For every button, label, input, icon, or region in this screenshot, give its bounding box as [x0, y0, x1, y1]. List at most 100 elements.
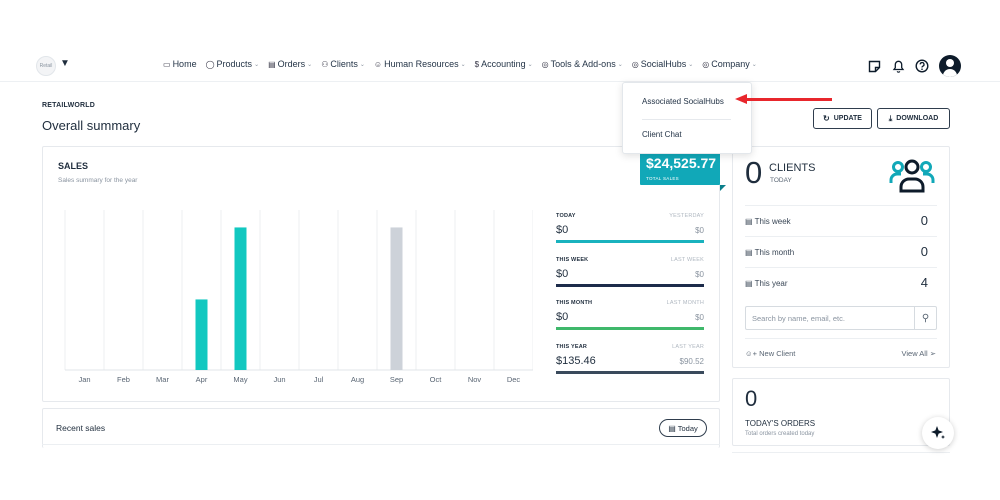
- today-label: Today: [677, 423, 698, 433]
- nav-item-products[interactable]: ◯ Products ⌄: [206, 59, 260, 69]
- logo-text: Retail: [39, 63, 53, 69]
- add-user-icon: ☺+: [745, 349, 760, 358]
- x-tick-label: Oct: [430, 375, 443, 384]
- calendar-icon: ▤: [745, 217, 755, 226]
- x-tick-label: Mar: [156, 375, 169, 384]
- row-label: This week: [754, 217, 791, 226]
- divider: [745, 338, 937, 339]
- menu-item-associated-socialhubs[interactable]: Associated SocialHubs: [642, 97, 724, 106]
- stat-bar: [556, 371, 704, 374]
- client-search-input[interactable]: [746, 307, 916, 329]
- nav-item-orders[interactable]: ▤ Orders ⌄: [268, 59, 312, 69]
- users-icon: ⚇: [321, 59, 329, 69]
- sales-title: SALES: [58, 161, 89, 171]
- clients-card: 0 CLIENTS TODAY ▤ This week 0 ▤ This mont…: [732, 146, 950, 368]
- new-client-label: New Client: [759, 349, 796, 358]
- clients-count: 0: [745, 155, 763, 190]
- badge-fold: [720, 185, 726, 191]
- bar-apr[interactable]: [195, 299, 208, 370]
- recent-sales-title: Recent sales: [56, 423, 106, 433]
- annotation-arrow-head: [735, 94, 747, 104]
- nav-item-label: Company: [711, 59, 750, 69]
- chevron-down-icon: ⌄: [617, 61, 623, 68]
- nav-item-tools[interactable]: ◎ Tools & Add-ons ⌄: [542, 59, 623, 69]
- tools-icon: ◎: [541, 59, 549, 69]
- search-icon[interactable]: ⚲: [914, 307, 936, 329]
- nav-item-socialhubs[interactable]: ◎ SocialHubs ⌄: [632, 59, 694, 69]
- x-tick-label: Aug: [351, 375, 364, 384]
- hub-icon: ◎: [631, 59, 639, 69]
- breadcrumb[interactable]: RETAILWORLD: [42, 102, 96, 109]
- x-tick-label: Jul: [314, 375, 324, 384]
- nav-item-home[interactable]: ▭ Home: [163, 59, 197, 69]
- user-avatar[interactable]: [939, 55, 961, 77]
- app-logo[interactable]: Retail: [36, 56, 56, 76]
- stat-label: TODAY: [556, 213, 576, 219]
- chevron-down-icon[interactable]: ▼: [60, 58, 70, 69]
- bar-may[interactable]: [234, 227, 247, 370]
- page-title: Overall summary: [42, 118, 141, 133]
- row-label: This month: [754, 248, 795, 257]
- row-value: 0: [920, 244, 928, 259]
- chevron-down-icon: ⌄: [751, 61, 757, 68]
- nav-item-label: Tools & Add-ons: [550, 59, 616, 69]
- box-icon: ◯: [205, 59, 215, 69]
- nav-item-company[interactable]: ◎ Company ⌄: [702, 59, 757, 69]
- stat-value: $0: [556, 311, 569, 323]
- nav-item-label: Products: [216, 59, 253, 69]
- top-navbar: Retail ▼ ▭ Home ◯ Products ⌄ ▤ Orders ⌄ ⚇ Clie…: [0, 52, 1000, 82]
- nav-item-label: Accounting: [481, 59, 526, 69]
- menu-item-client-chat[interactable]: Client Chat: [642, 130, 682, 139]
- update-label: UPDATE: [833, 115, 862, 122]
- chevron-down-icon: ⌄: [688, 61, 694, 68]
- view-all-link[interactable]: View All ➢: [901, 349, 936, 358]
- update-button[interactable]: ↻ UPDATE: [813, 108, 872, 129]
- people-group-icon: [889, 159, 935, 193]
- x-tick-label: Feb: [117, 375, 130, 384]
- download-button[interactable]: ⤓ DOWNLOAD: [877, 108, 950, 129]
- today-filter-button[interactable]: ▤ Today: [659, 419, 707, 437]
- chevron-down-icon: ⌄: [527, 61, 533, 68]
- stat-bar: [556, 240, 704, 243]
- calendar-icon: ▤: [745, 248, 755, 257]
- calendar-icon: ▤: [745, 279, 755, 288]
- stat-compare-value: $0: [695, 270, 704, 279]
- arrow-right-circle-icon: ➢: [927, 349, 936, 358]
- stat-label: THIS YEAR: [556, 344, 588, 350]
- recent-sales-card: Recent sales ▤ Today: [42, 408, 720, 448]
- x-tick-label: Sep: [390, 375, 403, 384]
- refresh-icon: ↻: [823, 114, 830, 123]
- nav-item-clients[interactable]: ⚇ Clients ⌄: [321, 59, 365, 69]
- stat-label: THIS MONTH: [556, 300, 593, 306]
- download-icon: ⤓: [888, 113, 893, 123]
- stat-compare-label: LAST WEEK: [670, 257, 704, 263]
- nav-item-accounting[interactable]: $ Accounting ⌄: [475, 59, 533, 69]
- main-menu: ▭ Home ◯ Products ⌄ ▤ Orders ⌄ ⚇ Clients ⌄ ☺ Hum…: [163, 59, 766, 69]
- x-tick-label: Jun: [273, 375, 285, 384]
- company-icon: ◎: [702, 59, 710, 69]
- nav-item-human-resources[interactable]: ☺ Human Resources ⌄: [374, 59, 466, 69]
- stat-label: THIS WEEK: [556, 257, 589, 263]
- download-label: DOWNLOAD: [896, 115, 939, 122]
- row-label: This year: [754, 279, 788, 288]
- ai-sparkle-button[interactable]: [922, 417, 954, 449]
- sparkle-icon: [931, 426, 945, 439]
- orders-label: TODAY'S ORDERS: [745, 419, 816, 428]
- note-icon[interactable]: [864, 56, 884, 76]
- x-tick-label: May: [233, 375, 247, 384]
- chevron-down-icon: ⌄: [359, 61, 365, 68]
- x-tick-label: Jan: [78, 375, 90, 384]
- socialhubs-dropdown: Associated SocialHubs Client Chat: [622, 82, 752, 154]
- sales-subtitle: Sales summary for the year: [58, 177, 138, 184]
- dropdown-divider: [642, 119, 731, 120]
- stat-compare-label: YESTERDAY: [669, 213, 704, 219]
- stat-value: $0: [556, 268, 569, 280]
- nav-item-label: SocialHubs: [640, 59, 687, 69]
- clients-sub: TODAY: [770, 177, 792, 184]
- nav-item-label: Human Resources: [384, 59, 459, 69]
- help-icon[interactable]: [912, 56, 932, 76]
- x-tick-label: Dec: [507, 375, 521, 384]
- new-client-link[interactable]: ☺+ New Client: [745, 349, 795, 358]
- bell-icon[interactable]: [888, 56, 908, 76]
- bar-sep[interactable]: [390, 227, 403, 370]
